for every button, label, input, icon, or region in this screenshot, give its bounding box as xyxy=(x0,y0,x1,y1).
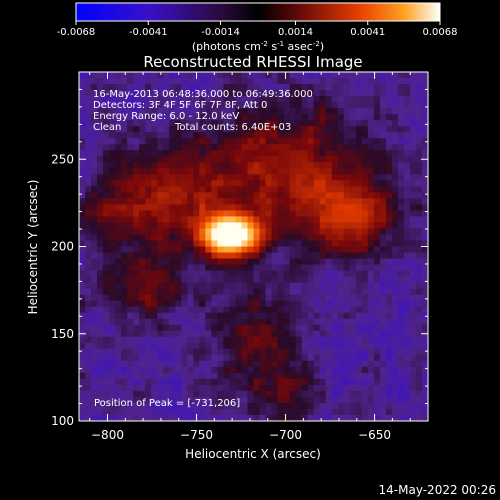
y-tick-label: 200 xyxy=(51,240,74,254)
x-axis-label: Heliocentric X (arcsec) xyxy=(185,447,321,461)
colorbar-unit-label: (photons cm-2 s-1 asec-2) xyxy=(192,40,324,53)
x-axis: −800 −750 −700 −650 xyxy=(89,72,429,442)
colorbar-tick-label: 0.0068 xyxy=(423,27,458,38)
colorbar-tick-label: -0.0068 xyxy=(57,27,96,38)
colorbar-ticks: -0.0068 -0.0041 -0.0014 0.0014 0.0041 0.0068 xyxy=(57,21,458,38)
x-tick-label: −800 xyxy=(91,428,124,442)
x-tick-label: −700 xyxy=(269,428,302,442)
annotation-detectors: Detectors: 3F 4F 5F 6F 7F 8F, Att 0 xyxy=(93,100,267,111)
annotation-block: 16-May-2013 06:48:36.000 to 06:49:36.000… xyxy=(93,89,313,133)
annotation-method: Clean xyxy=(93,122,121,133)
colorbar-tick-label: -0.0014 xyxy=(201,27,240,38)
y-tick-label: 150 xyxy=(51,327,74,341)
x-tick-label: −650 xyxy=(358,428,391,442)
annotation-energy-range: Energy Range: 6.0 - 12.0 keV xyxy=(93,111,239,122)
colorbar-tick-label: -0.0041 xyxy=(129,27,168,38)
annotation-total-counts: Total counts: 6.40E+03 xyxy=(174,122,291,133)
peak-position-label: Position of Peak = [-731,206] xyxy=(94,398,240,409)
annotation-time-range: 16-May-2013 06:48:36.000 to 06:49:36.000 xyxy=(93,89,313,100)
colorbar-tick-label: 0.0014 xyxy=(278,27,313,38)
y-axis: 100 150 200 250 xyxy=(51,88,428,428)
y-tick-label: 250 xyxy=(51,152,74,166)
colorbar xyxy=(75,2,441,22)
y-tick-label: 100 xyxy=(51,414,74,428)
x-tick-label: −750 xyxy=(180,428,213,442)
colorbar-tick-label: 0.0041 xyxy=(350,27,385,38)
y-axis-label: Heliocentric Y (arcsec) xyxy=(26,180,40,315)
footer-date: 14-May-2022 00:26 xyxy=(379,483,496,497)
chart-title: Reconstructed RHESSI Image xyxy=(143,53,362,71)
heatmap-image xyxy=(79,72,428,421)
